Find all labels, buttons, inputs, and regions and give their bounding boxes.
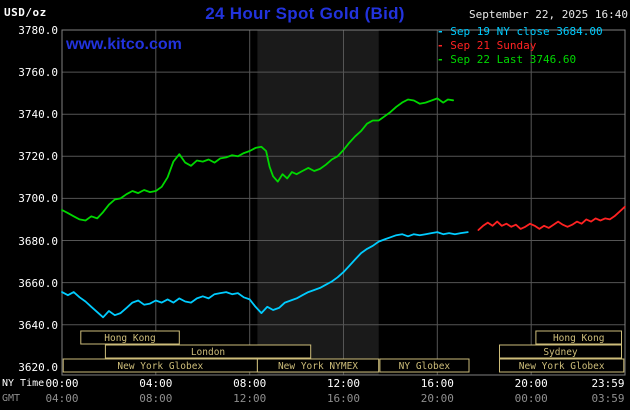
legend-item: - Sep 19 NY close 3684.00 bbox=[437, 25, 603, 39]
legend-label: Sep 19 NY close 3684.00 bbox=[450, 25, 603, 38]
gmt-axis-caption: GMT bbox=[2, 393, 21, 404]
legend-dash-icon: - bbox=[437, 39, 451, 52]
x-tick-label-gmt: 08:00 bbox=[139, 392, 173, 405]
session-box-new-york-nymex bbox=[256, 358, 380, 373]
session-label-new-york-globex-pm: New York Globex bbox=[519, 361, 605, 372]
datetime-label: September 22, 2025 16:40 bbox=[469, 8, 628, 21]
nymex-hours-band bbox=[257, 30, 379, 375]
x-tick-label-gmt: 16:00 bbox=[326, 392, 361, 405]
x-tick-label-gmt: 04:00 bbox=[45, 392, 79, 405]
session-box-new-york-globex-pm bbox=[499, 358, 625, 373]
legend-dash-icon: - bbox=[437, 25, 451, 38]
session-box-hong-kong-am bbox=[80, 330, 180, 345]
session-box-london bbox=[104, 344, 312, 359]
series-line-sep21-sunday bbox=[477, 205, 626, 231]
x-tick-label-ny: 00:00 bbox=[45, 377, 79, 390]
x-axis-gmt: 04:00 08:00 12:00 16:00 20:00 00:00 03:59 bbox=[0, 392, 630, 405]
ny-time-axis-caption: NY Time bbox=[2, 378, 45, 389]
x-tick-label-ny: 12:00 bbox=[326, 377, 361, 390]
legend-label: Sep 21 Sunday bbox=[450, 39, 537, 52]
series-line-sep22-last bbox=[61, 97, 455, 222]
x-tick-label-ny: 08:00 bbox=[233, 377, 267, 390]
legend-label: Sep 22 Last 3746.60 bbox=[450, 53, 577, 66]
x-tick-label-ny: 04:00 bbox=[139, 377, 173, 390]
x-tick-label-gmt: 03:59 bbox=[591, 392, 625, 405]
legend-dash-icon: - bbox=[437, 53, 451, 66]
session-label-new-york-globex-am: New York Globex bbox=[117, 361, 203, 372]
x-axis-ny-time: 00:00 04:00 08:00 12:00 16:00 20:00 23:59 bbox=[0, 377, 630, 390]
chart-title: 24 Hour Spot Gold (Bid) bbox=[205, 4, 405, 23]
session-label-sydney: Sydney bbox=[543, 347, 578, 358]
session-label-new-york-nymex: New York NYMEX bbox=[278, 361, 358, 372]
session-label-ny-globex-mid: NY Globex bbox=[399, 361, 451, 372]
x-tick-label-gmt: 12:00 bbox=[233, 392, 267, 405]
session-box-sydney bbox=[499, 344, 622, 359]
session-label-hong-kong-am: Hong Kong bbox=[104, 333, 155, 344]
series-line-sep19-ny-close bbox=[61, 231, 469, 319]
session-label-hong-kong-pm: Hong Kong bbox=[553, 333, 604, 344]
kitco-watermark-link[interactable]: www.kitco.com bbox=[66, 36, 182, 53]
plot-border bbox=[61, 29, 626, 376]
x-tick-label-ny: 20:00 bbox=[514, 377, 548, 390]
session-box-ny-globex-mid bbox=[379, 358, 470, 373]
legend-item: - Sep 21 Sunday bbox=[437, 39, 603, 53]
legend-item: - Sep 22 Last 3746.60 bbox=[437, 53, 603, 67]
x-tick-label-gmt: 20:00 bbox=[420, 392, 454, 405]
session-box-hong-kong-pm bbox=[535, 330, 623, 345]
unit-label: USD/oz bbox=[4, 6, 47, 19]
x-tick-label-gmt: 00:00 bbox=[514, 392, 548, 405]
legend: - Sep 19 NY close 3684.00- Sep 21 Sunday… bbox=[437, 25, 603, 67]
x-tick-label-ny: 23:59 bbox=[591, 377, 625, 390]
session-label-london: London bbox=[191, 347, 225, 358]
x-tick-label-ny: 16:00 bbox=[420, 377, 454, 390]
